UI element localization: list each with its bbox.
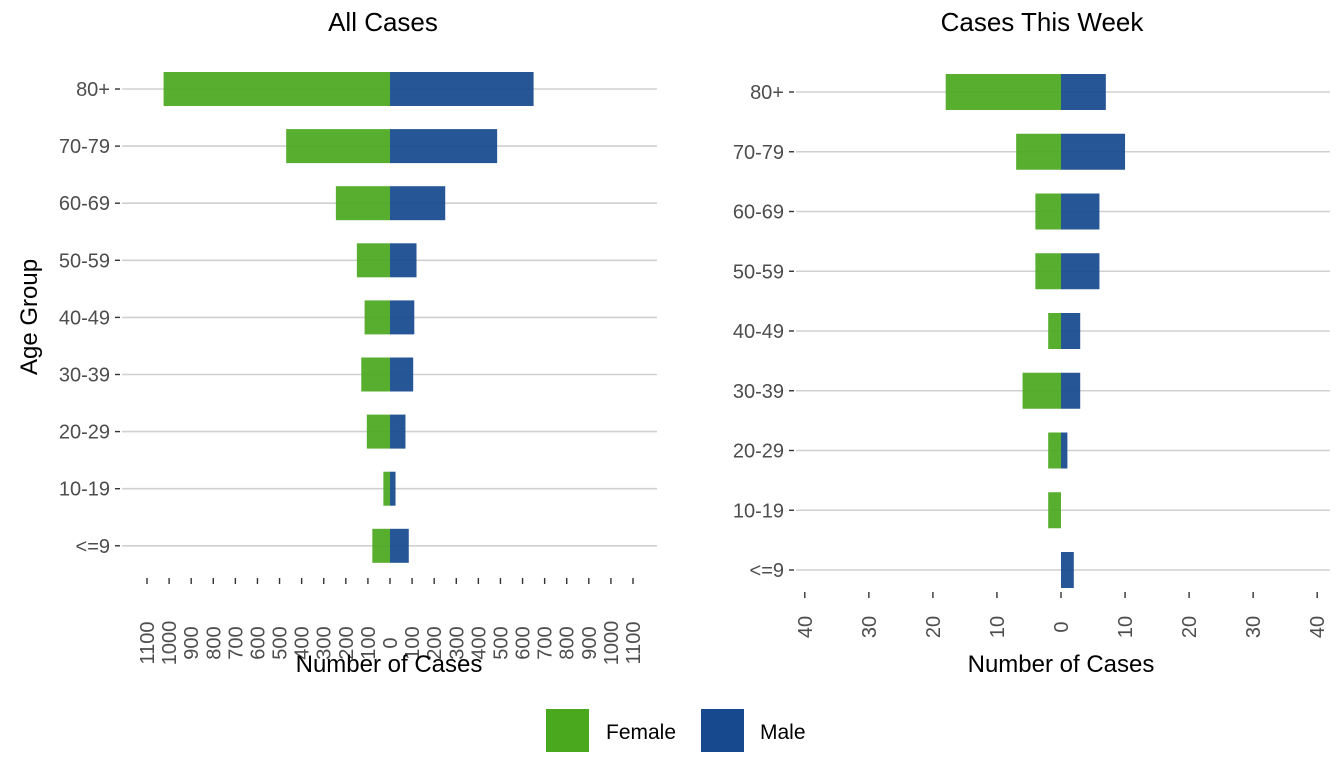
bar-male-7079 (1061, 133, 1126, 170)
y-tick-label: 10-19 (59, 479, 110, 501)
x-tick-label: 40 (1307, 616, 1329, 638)
bar-male-80 (1061, 74, 1106, 110)
y-tick-label: 70-79 (733, 142, 784, 164)
x-tick-label: 10 (1115, 616, 1137, 638)
x-tick-label: 1100 (623, 621, 645, 664)
bar-female-5059 (1035, 253, 1061, 290)
x-tick-label: 700 (225, 626, 247, 659)
y-tick-label: 70-79 (59, 136, 110, 158)
x-tick-label: 200 (336, 626, 358, 659)
y-tick-label: 80+ (76, 79, 110, 101)
y-tick-label: 40-49 (733, 321, 784, 343)
chart-title: Cases This Week (941, 7, 1145, 37)
legend-swatch-male (701, 709, 744, 752)
y-tick-label: 40-49 (59, 307, 110, 329)
x-tick-label: 40 (795, 616, 817, 638)
bar-male-2029 (390, 414, 406, 449)
x-tick-label: 30 (1243, 616, 1265, 638)
bar-female-5059 (356, 243, 390, 278)
x-tick-label: 200 (424, 626, 446, 659)
bar-female-4049 (364, 300, 390, 335)
y-tick-label: 50-59 (59, 250, 110, 272)
y-tick-label: 80+ (750, 82, 784, 104)
chart-title: All Cases (328, 7, 438, 37)
y-tick-label: <=9 (750, 560, 784, 582)
bar-female-7079 (1016, 133, 1061, 170)
x-tick-label: 700 (535, 626, 557, 659)
bar-male-6069 (390, 186, 446, 221)
bar-female-6069 (335, 186, 390, 221)
bar-female-2029 (1048, 432, 1061, 469)
bar-female-80 (163, 72, 390, 106)
x-axis-title: Number of Cases (968, 651, 1155, 678)
x-tick-label: 600 (513, 626, 535, 659)
y-tick-label: 20-29 (733, 441, 784, 463)
bar-female-1019 (383, 471, 390, 506)
x-tick-label: 600 (247, 626, 269, 659)
x-tick-label: 500 (490, 626, 512, 659)
x-tick-label: 300 (314, 626, 336, 659)
x-tick-label: 400 (292, 626, 314, 659)
x-tick-label: 800 (557, 626, 579, 659)
legend-swatch-female (546, 709, 589, 752)
bar-female-9 (372, 528, 390, 563)
bar-female-6069 (1035, 193, 1061, 230)
x-tick-label: 900 (579, 626, 601, 659)
x-tick-label: 400 (468, 626, 490, 659)
y-tick-label: 10-19 (733, 500, 784, 522)
x-tick-label: 1000 (159, 621, 181, 666)
legend-label-female: Female (606, 721, 676, 744)
y-tick-label: <=9 (76, 536, 110, 558)
bar-male-2029 (1061, 432, 1068, 469)
x-tick-label: 20 (1179, 616, 1201, 638)
x-tick-label: 30 (859, 616, 881, 638)
bar-male-9 (1061, 552, 1074, 588)
bar-male-4049 (1061, 313, 1081, 349)
x-axis-title: Number of Cases (296, 651, 483, 678)
x-tick-label: 300 (446, 626, 468, 659)
bar-male-6069 (1061, 193, 1100, 230)
x-tick-label: 900 (181, 626, 203, 659)
x-tick-label: 1100 (137, 621, 159, 664)
x-tick-label: 100 (402, 626, 424, 659)
x-tick-label: 800 (203, 626, 225, 659)
bar-female-3039 (361, 357, 390, 392)
x-tick-label: 10 (987, 616, 1009, 638)
legend-label-male: Male (760, 721, 806, 744)
bar-male-3039 (1061, 372, 1081, 409)
bar-female-80 (945, 74, 1061, 110)
y-tick-label: 20-29 (59, 422, 110, 444)
bar-male-7079 (390, 129, 498, 164)
x-tick-label: 0 (1051, 621, 1073, 632)
bar-female-2029 (366, 414, 390, 449)
bar-male-5059 (390, 243, 417, 278)
x-tick-label: 0 (380, 637, 402, 648)
bar-female-3039 (1022, 372, 1061, 409)
chart-panel-all-cases: All Cases <=9 10-19 20-29 30-39 40-49 50-59 60-… (16, 7, 657, 678)
bar-male-80 (390, 72, 534, 106)
y-axis-title: Age Group (16, 259, 43, 375)
x-tick-label: 1000 (601, 621, 623, 666)
legend: Female Male (546, 709, 806, 752)
x-tick-label: 20 (923, 616, 945, 638)
bar-female-7079 (286, 129, 390, 164)
bar-male-3039 (390, 357, 414, 392)
y-tick-label: 30-39 (59, 365, 110, 387)
bar-male-1019 (390, 471, 396, 506)
y-tick-label: 50-59 (733, 261, 784, 283)
bar-male-9 (390, 528, 409, 563)
chart-panel-cases-this-week: Cases This Week <=9 10-19 20-29 30-39 40-49 50… (733, 7, 1330, 678)
bar-male-4049 (390, 300, 415, 335)
bar-female-1019 (1048, 492, 1061, 529)
bar-male-5059 (1061, 253, 1100, 290)
bar-female-4049 (1048, 313, 1061, 349)
y-tick-label: 60-69 (733, 202, 784, 224)
y-tick-label: 30-39 (733, 381, 784, 403)
y-tick-label: 60-69 (59, 193, 110, 215)
x-tick-label: 100 (358, 626, 380, 659)
x-tick-label: 500 (270, 626, 292, 659)
